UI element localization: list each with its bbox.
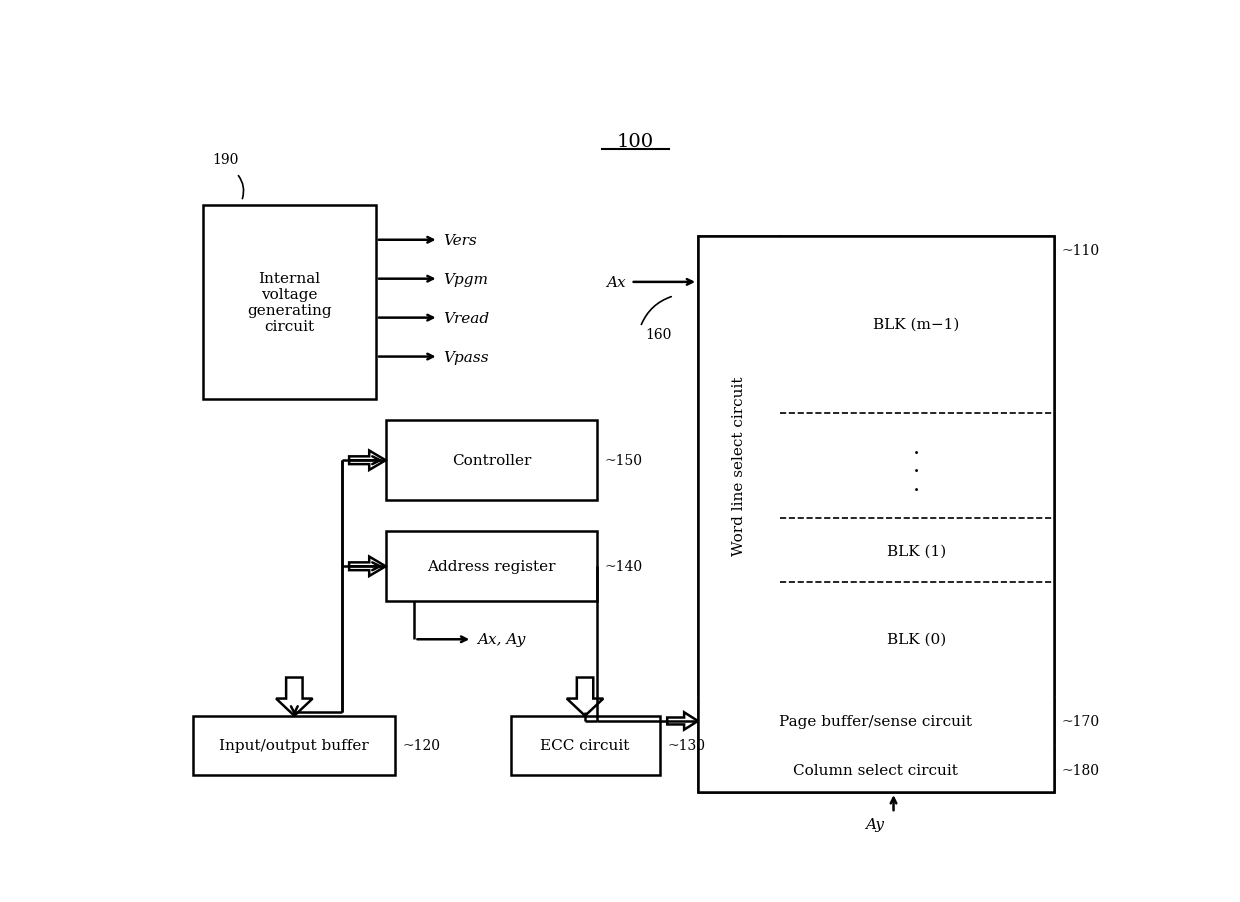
Text: Page buffer/sense circuit: Page buffer/sense circuit <box>779 714 972 728</box>
Text: 190: 190 <box>213 153 239 167</box>
Text: ~170: ~170 <box>1061 714 1100 728</box>
Text: BLK (1): BLK (1) <box>887 544 946 557</box>
Polygon shape <box>667 713 698 730</box>
Text: Internal
voltage
generating
circuit: Internal voltage generating circuit <box>247 272 332 334</box>
Text: Vers: Vers <box>444 234 477 247</box>
Text: BLK (m−1): BLK (m−1) <box>873 317 960 331</box>
Text: BLK (0): BLK (0) <box>887 632 946 646</box>
Polygon shape <box>350 557 386 576</box>
Polygon shape <box>350 451 386 471</box>
Bar <box>698 747 1054 792</box>
Bar <box>386 420 596 501</box>
Text: .: . <box>913 474 920 495</box>
Bar <box>698 698 1054 744</box>
Bar <box>511 716 660 775</box>
Bar <box>386 532 596 602</box>
Text: Ax: Ax <box>606 276 626 290</box>
Bar <box>780 236 1054 695</box>
Bar <box>698 236 780 695</box>
Text: Address register: Address register <box>427 559 556 574</box>
Text: 100: 100 <box>618 133 653 151</box>
Bar <box>203 206 376 400</box>
Text: Vread: Vread <box>444 311 490 326</box>
Text: Word line select circuit: Word line select circuit <box>732 376 745 556</box>
Text: ~130: ~130 <box>667 739 706 752</box>
Text: .: . <box>913 437 920 458</box>
Text: Ax, Ay: Ax, Ay <box>477 632 526 647</box>
Text: Vpass: Vpass <box>444 350 489 364</box>
Text: ~120: ~120 <box>403 739 441 752</box>
Polygon shape <box>567 677 604 716</box>
Text: Input/output buffer: Input/output buffer <box>219 739 370 752</box>
Text: ~140: ~140 <box>605 559 642 574</box>
Text: ~150: ~150 <box>605 454 642 468</box>
Text: Vpgm: Vpgm <box>444 272 489 286</box>
Bar <box>698 236 1054 792</box>
Text: .: . <box>913 455 920 477</box>
Text: 160: 160 <box>645 327 672 342</box>
Bar <box>193 716 396 775</box>
Text: Column select circuit: Column select circuit <box>794 763 959 777</box>
Text: ~180: ~180 <box>1061 763 1099 777</box>
Text: ~110: ~110 <box>1061 244 1100 258</box>
Text: ECC circuit: ECC circuit <box>541 739 630 752</box>
Text: Controller: Controller <box>451 454 531 468</box>
Polygon shape <box>277 677 312 716</box>
Text: Ay: Ay <box>866 816 884 831</box>
